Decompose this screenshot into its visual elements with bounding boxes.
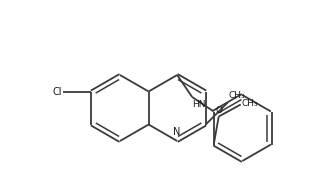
Text: CH₃: CH₃: [242, 99, 258, 108]
Text: HN: HN: [192, 100, 206, 109]
Text: O: O: [215, 105, 222, 114]
Text: CH₃: CH₃: [229, 91, 245, 100]
Text: N: N: [173, 127, 181, 137]
Text: Cl: Cl: [53, 87, 62, 96]
